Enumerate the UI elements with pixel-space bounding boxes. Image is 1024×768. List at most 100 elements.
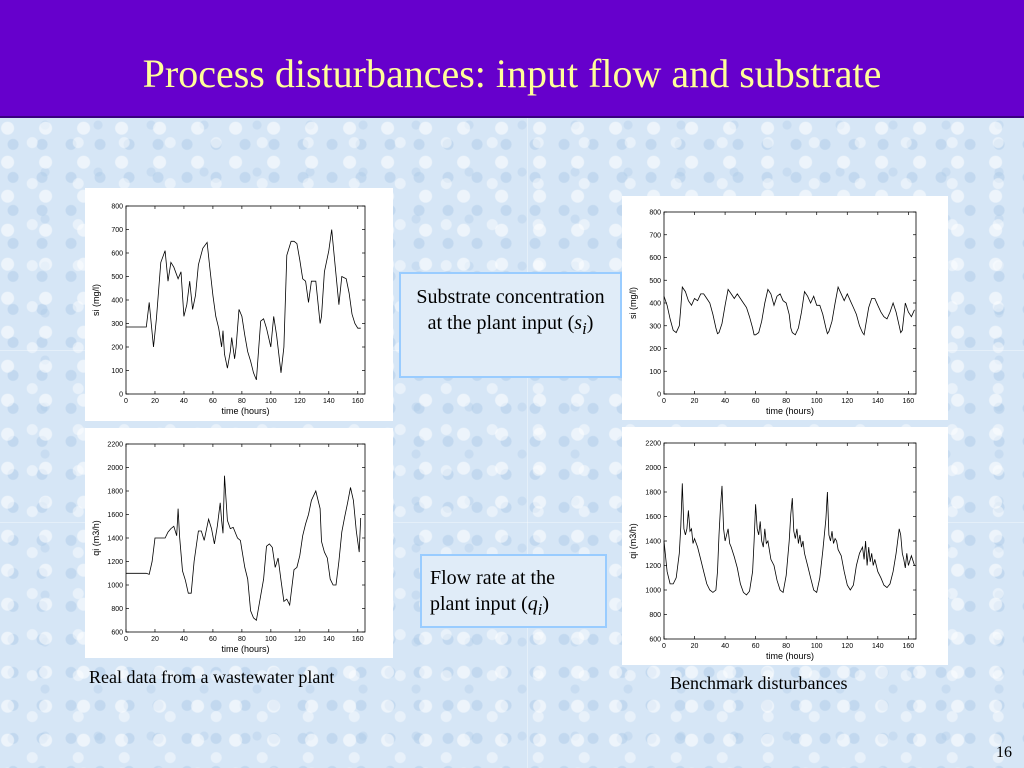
slide-title: Process disturbances: input flow and sub… [142,51,882,96]
caption-benchmark: Benchmark disturbances [670,673,848,693]
y-tick-label: 2000 [107,465,123,472]
chart-bench-si-svg: 0 20 40 60 80 100 120 140 160 0 100 200 300 400 500 600… [628,210,917,416]
y-tick-label: 1800 [107,489,123,496]
tile-seam [527,118,528,768]
chart-real-si-svg: 0 20 40 60 80 100 120 140 160 0 100 200 300 400 500 600… [91,204,366,416]
series-line [663,285,915,336]
y-tick-label: 1000 [107,583,123,590]
y-tick-label: 1000 [645,588,661,595]
chart-bench-si: 0 20 40 60 80 100 120 140 160 0 100 200 300 400 500 600… [622,196,948,420]
y-tick-label: 400 [649,301,661,308]
x-tick-label: 140 [323,636,335,643]
callout-substrate: Substrate concentration at the plant inp… [399,272,622,378]
x-tick-label: 120 [841,643,853,650]
x-tick-label: 60 [752,398,760,405]
y-tick-label: 600 [649,637,661,644]
x-tick-label: 160 [903,398,915,405]
y-tick-label: 1400 [645,539,661,546]
x-tick-label: 160 [352,636,364,643]
y-axis-label: qi (m3/h) [628,523,638,559]
x-tick-label: 140 [872,398,884,405]
x-tick-label: 100 [811,643,823,650]
x-tick-label: 120 [294,636,306,643]
y-tick-label: 2000 [645,465,661,472]
x-tick-label: 80 [782,643,790,650]
y-tick-label: 1600 [645,514,661,521]
chart-real-qi: 0 20 40 60 80 100 120 140 160 600 800 1000 1200 1400 1… [85,428,393,658]
y-axis-label: si (mg/l) [628,287,638,319]
y-tick-label: 300 [111,321,123,328]
x-tick-label: 60 [752,643,760,650]
series-line [126,475,362,622]
x-tick-label: 140 [323,398,335,405]
x-tick-label: 80 [782,398,790,405]
series-line [126,229,361,381]
x-tick-label: 80 [238,636,246,643]
x-tick-label: 0 [124,636,128,643]
callout-flow-subscript: i [537,600,543,619]
x-tick-label: 40 [721,643,729,650]
y-tick-label: 300 [649,323,661,330]
y-tick-label: 200 [111,345,123,352]
callout-substrate-close: ) [586,312,594,334]
x-tick-label: 160 [903,643,915,650]
plot-frame [125,205,366,395]
x-tick-label: 60 [209,398,217,405]
x-axis-label: time (hours) [766,406,814,416]
x-tick-label: 160 [352,398,364,405]
x-axis-label: time (hours) [766,651,814,661]
y-tick-label: 800 [649,612,661,619]
x-tick-label: 80 [238,398,246,405]
chart-bench-qi: 0 20 40 60 80 100 120 140 160 600 800 1000 1200 1400 1… [622,427,948,665]
x-tick-label: 120 [841,398,853,405]
y-tick-label: 700 [111,227,123,234]
plot-frame [663,211,917,395]
caption-real-data: Real data from a wastewater plant [89,667,335,687]
callout-flow-text: Flow rate at the plant input ( [430,567,555,615]
slide-number: 16 [996,744,1012,761]
title-bar: Process disturbances: input flow and sub… [0,0,1024,118]
y-axis-label: si (mg/l) [91,284,101,316]
x-tick-label: 0 [124,398,128,405]
x-tick-label: 20 [151,398,159,405]
y-tick-label: 1200 [107,559,123,566]
callout-substrate-symbol: s [574,312,583,334]
callout-substrate-subscript: i [582,319,587,338]
x-tick-label: 20 [691,398,699,405]
tile-seam [0,522,1024,523]
plot-frame [663,442,917,640]
x-tick-label: 40 [180,398,188,405]
callout-flow: Flow rate at the plant input (qi) [420,554,607,628]
x-axis-label: time (hours) [221,406,269,416]
series-line [663,483,915,596]
x-tick-label: 20 [151,636,159,643]
x-tick-label: 40 [721,398,729,405]
y-tick-label: 0 [119,392,123,399]
y-tick-label: 500 [111,274,123,281]
y-tick-label: 2200 [645,441,661,448]
y-tick-label: 800 [111,606,123,613]
y-tick-label: 700 [649,232,661,239]
x-tick-label: 60 [209,636,217,643]
chart-real-qi-svg: 0 20 40 60 80 100 120 140 160 600 800 1000 1200 1400 1… [91,442,366,654]
y-tick-label: 800 [111,204,123,211]
x-tick-label: 40 [180,636,188,643]
y-tick-label: 600 [111,630,123,637]
x-tick-label: 100 [265,398,277,405]
x-tick-label: 0 [662,643,666,650]
callout-substrate-text: Substrate concentration at the plant inp… [416,286,605,334]
y-tick-label: 1200 [645,563,661,570]
y-axis-label: qi (m3/h) [91,520,101,556]
x-axis-label: time (hours) [221,644,269,654]
y-tick-label: 600 [111,251,123,258]
x-tick-label: 120 [294,398,306,405]
x-tick-label: 140 [872,643,884,650]
y-tick-label: 200 [649,346,661,353]
y-tick-label: 100 [649,369,661,376]
y-tick-label: 800 [649,210,661,217]
chart-bench-qi-svg: 0 20 40 60 80 100 120 140 160 600 800 1000 1200 1400 1… [628,441,917,661]
chart-real-si: 0 20 40 60 80 100 120 140 160 0 100 200 300 400 500 600… [85,188,393,421]
y-tick-label: 500 [649,278,661,285]
y-tick-label: 1600 [107,512,123,519]
y-tick-label: 1400 [107,536,123,543]
